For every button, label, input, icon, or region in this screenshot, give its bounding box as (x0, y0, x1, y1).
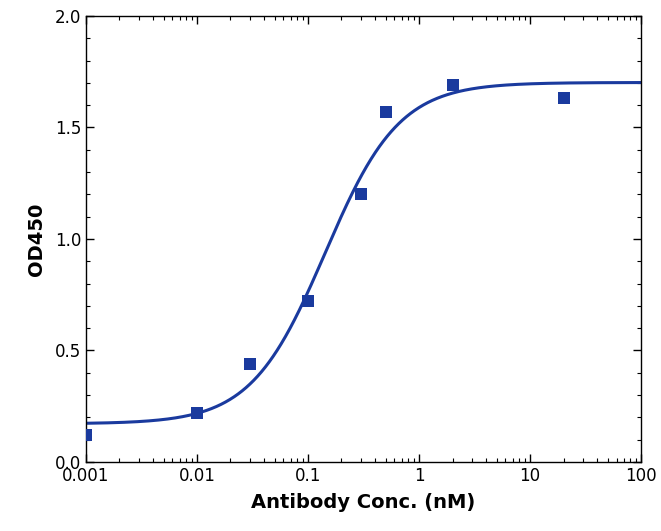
Point (303, 297, 313, 306)
Point (192, 409, 202, 417)
Point (447, 81, 458, 89)
Y-axis label: OD450: OD450 (27, 202, 46, 276)
Point (559, 94, 569, 102)
X-axis label: Antibody Conc. (nM): Antibody Conc. (nM) (251, 493, 476, 512)
Point (380, 108, 391, 116)
Point (356, 190, 366, 199)
Point (81, 431, 91, 440)
Point (245, 359, 255, 368)
